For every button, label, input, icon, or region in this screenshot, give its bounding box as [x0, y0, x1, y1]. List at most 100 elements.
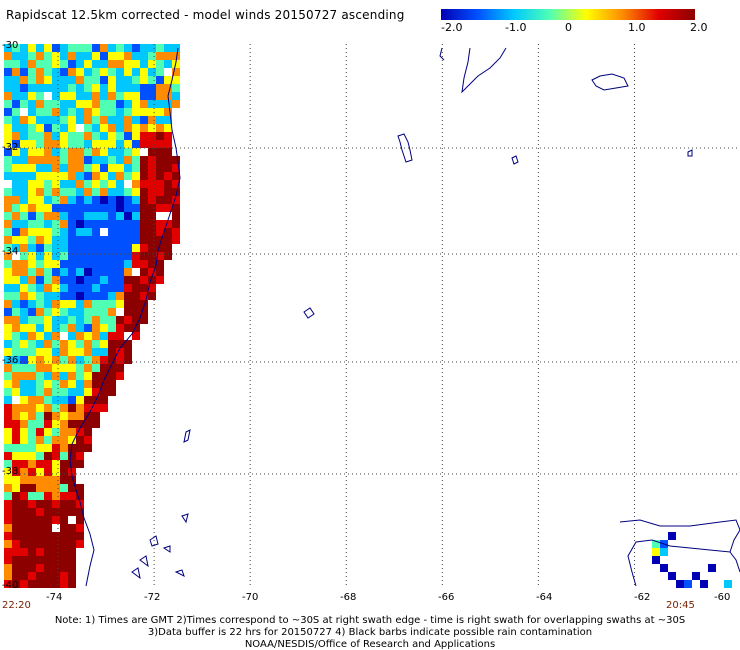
wind-cell: [4, 164, 12, 172]
wind-cell: [140, 52, 148, 60]
wind-cell: [92, 356, 100, 364]
wind-cell: [76, 228, 84, 236]
wind-cell: [20, 76, 28, 84]
wind-cell: [100, 68, 108, 76]
wind-cell: [68, 524, 76, 532]
wind-cell: [92, 316, 100, 324]
wind-cell: [124, 164, 132, 172]
wind-cell: [108, 52, 116, 60]
wind-cell: [28, 252, 36, 260]
wind-cell: [28, 180, 36, 188]
wind-cell: [60, 340, 68, 348]
wind-cell: [12, 92, 20, 100]
wind-cell: [108, 148, 116, 156]
wind-cell: [36, 228, 44, 236]
lon-label-68: -68: [340, 592, 357, 603]
wind-cell: [76, 236, 84, 244]
wind-cell: [68, 572, 76, 580]
wind-cell: [44, 364, 52, 372]
wind-cell: [148, 244, 156, 252]
wind-cell: [12, 532, 20, 540]
wind-cell: [156, 84, 164, 92]
wind-cell: [68, 436, 76, 444]
wind-cell: [148, 108, 156, 116]
wind-cell: [52, 452, 60, 460]
wind-cell: [44, 76, 52, 84]
wind-cell: [84, 380, 92, 388]
wind-cell: [140, 172, 148, 180]
wind-cell: [44, 532, 52, 540]
wind-cell: [116, 260, 124, 268]
wind-cell: [68, 52, 76, 60]
wind-cell: [36, 540, 44, 548]
wind-cell: [116, 164, 124, 172]
wind-cell: [60, 396, 68, 404]
wind-cell: [652, 540, 660, 548]
wind-cell: [164, 132, 172, 140]
wind-cell: [44, 492, 52, 500]
wind-cell: [84, 284, 92, 292]
wind-cell: [4, 340, 12, 348]
wind-cell: [124, 196, 132, 204]
wind-cell: [148, 228, 156, 236]
wind-cell: [36, 84, 44, 92]
wind-cell: [140, 92, 148, 100]
wind-cell: [12, 420, 20, 428]
wind-cell: [148, 252, 156, 260]
wind-cell: [20, 148, 28, 156]
wind-cell: [172, 228, 180, 236]
wind-cell: [132, 180, 140, 188]
wind-cell: [52, 76, 60, 84]
wind-cell: [20, 564, 28, 572]
wind-cell: [44, 516, 52, 524]
wind-cell: [36, 404, 44, 412]
wind-cell: [652, 556, 660, 564]
wind-cell: [20, 300, 28, 308]
wind-cell: [132, 308, 140, 316]
wind-cell: [4, 68, 12, 76]
wind-cell: [60, 364, 68, 372]
wind-cell: [68, 212, 76, 220]
wind-cell: [100, 244, 108, 252]
wind-cell: [148, 212, 156, 220]
wind-cell: [92, 372, 100, 380]
wind-cell: [68, 348, 76, 356]
wind-cell: [92, 324, 100, 332]
wind-cell: [44, 268, 52, 276]
wind-cell: [92, 156, 100, 164]
wind-cell: [84, 340, 92, 348]
wind-cell: [132, 44, 140, 52]
wind-cell: [108, 68, 116, 76]
wind-cell: [36, 452, 44, 460]
wind-cell: [76, 484, 84, 492]
wind-cell: [92, 332, 100, 340]
wind-cell: [36, 116, 44, 124]
wind-cell: [84, 108, 92, 116]
wind-cell: [124, 220, 132, 228]
wind-cell: [84, 236, 92, 244]
wind-cell: [156, 268, 164, 276]
wind-cell: [116, 60, 124, 68]
wind-cell: [172, 164, 180, 172]
wind-cell: [52, 372, 60, 380]
wind-cell: [44, 220, 52, 228]
wind-cell: [76, 372, 84, 380]
wind-cell: [44, 572, 52, 580]
wind-cell: [4, 148, 12, 156]
wind-cell: [4, 436, 12, 444]
wind-cell: [124, 188, 132, 196]
wind-cell: [164, 52, 172, 60]
wind-cell: [156, 204, 164, 212]
wind-cell: [148, 284, 156, 292]
wind-cell: [12, 476, 20, 484]
wind-cell: [4, 188, 12, 196]
wind-cell: [36, 564, 44, 572]
wind-cell: [108, 260, 116, 268]
wind-cell: [84, 164, 92, 172]
wind-cell: [164, 196, 172, 204]
wind-cell: [92, 404, 100, 412]
wind-cell: [20, 60, 28, 68]
wind-cell: [52, 460, 60, 468]
wind-cell: [52, 156, 60, 164]
wind-cell: [164, 60, 172, 68]
